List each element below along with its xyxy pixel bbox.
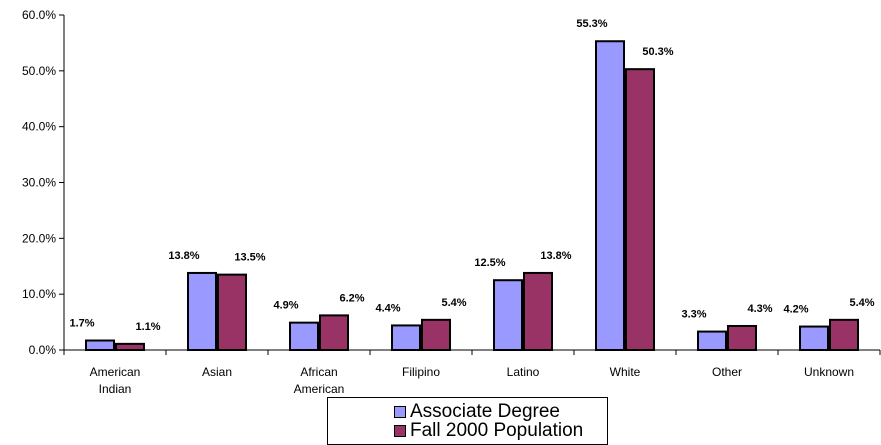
y-tick-label: 60.0% (22, 8, 56, 22)
legend-item-associate-degree: Associate Degree (394, 402, 560, 422)
data-label: 13.5% (234, 252, 265, 264)
bar-associate-degree (187, 271, 217, 352)
data-label: 4.9% (273, 300, 298, 312)
category-label: Asian (202, 365, 232, 379)
chart-bars (85, 40, 859, 352)
category-label: White (610, 365, 641, 379)
bar-associate-degree (493, 279, 523, 352)
bar-associate-degree (595, 40, 625, 351)
bar-fall-2000-population (421, 318, 451, 352)
category-label: Unknown (804, 365, 854, 379)
data-label: 4.2% (783, 304, 808, 316)
data-label: 12.5% (474, 257, 505, 269)
y-tick-label: 0.0% (29, 343, 57, 357)
data-label: 4.4% (375, 302, 400, 314)
data-label: 13.8% (168, 250, 199, 262)
data-label: 5.4% (849, 297, 874, 309)
category-labels: American Indian Asian African American Filipi… (90, 365, 854, 396)
data-labels: 1.7% 13.8% 4.9% 4.4% 12.5% 55.3% 3.3% 4.2% 1.1% 1… (69, 18, 874, 333)
bar-fall-2000-population (115, 342, 145, 352)
y-tick-label: 30.0% (22, 176, 56, 190)
bar-fall-2000-population (625, 68, 655, 352)
category-label: Other (712, 365, 742, 379)
bar-associate-degree (289, 321, 319, 351)
data-label: 1.7% (69, 318, 94, 330)
legend-swatch-associate-degree (394, 406, 406, 418)
data-label: 5.4% (441, 297, 466, 309)
bar-fall-2000-population (319, 314, 349, 351)
bar-fall-2000-population (829, 318, 859, 352)
legend-label-fall-2000-population: Fall 2000 Population (410, 420, 584, 441)
category-label: American Indian (90, 365, 141, 396)
data-label: 55.3% (576, 18, 607, 30)
legend-item-fall-2000-population: Fall 2000 Population (394, 421, 583, 441)
data-label: 6.2% (339, 292, 364, 304)
data-label: 4.3% (747, 303, 772, 315)
y-axis-ticks: 0.0% 10.0% 20.0% 30.0% 40.0% 50.0% 60.0% (22, 8, 64, 357)
data-label: 3.3% (681, 309, 706, 321)
category-label: Latino (507, 365, 540, 379)
category-label: African American (294, 365, 345, 396)
data-label: 50.3% (642, 46, 673, 58)
legend-swatch-fall-2000-population (394, 425, 406, 437)
legend: Associate Degree Fall 2000 Population (327, 397, 608, 445)
bar-fall-2000-population (727, 324, 757, 352)
y-tick-label: 20.0% (22, 231, 56, 245)
bar-associate-degree (697, 330, 727, 352)
data-label: 1.1% (135, 321, 160, 333)
bar-associate-degree (85, 339, 115, 351)
y-tick-label: 40.0% (22, 120, 56, 134)
bar-associate-degree (391, 324, 421, 351)
legend-label-associate-degree: Associate Degree (410, 401, 560, 422)
y-tick-label: 10.0% (22, 287, 56, 301)
y-tick-label: 50.0% (22, 64, 56, 78)
data-label: 13.8% (540, 250, 571, 262)
bar-fall-2000-population (217, 273, 247, 351)
bar-associate-degree (799, 325, 829, 351)
category-label: Filipino (402, 365, 440, 379)
bar-fall-2000-population (523, 271, 553, 352)
